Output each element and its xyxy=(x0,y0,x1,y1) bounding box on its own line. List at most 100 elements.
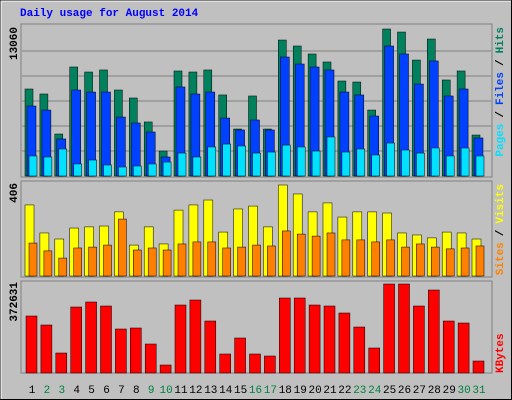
bar xyxy=(162,249,172,277)
bar xyxy=(282,230,291,277)
bar xyxy=(401,246,410,277)
bar xyxy=(55,352,68,374)
x-tick-label: 7 xyxy=(118,385,125,397)
x-tick-label: 22 xyxy=(338,385,351,397)
x-tick-label: 27 xyxy=(413,385,426,397)
legend-entry: KBytes xyxy=(495,333,507,373)
bar xyxy=(386,239,395,277)
bar xyxy=(118,166,127,177)
bar xyxy=(25,315,38,374)
bar xyxy=(383,283,395,374)
bar xyxy=(133,165,142,177)
bar xyxy=(398,283,410,374)
bar xyxy=(428,289,440,374)
bar xyxy=(457,322,470,374)
x-tick-label: 8 xyxy=(133,385,140,397)
bar xyxy=(115,328,127,374)
bar xyxy=(460,147,470,177)
bar xyxy=(445,155,455,177)
x-tick-label: 1 xyxy=(29,385,36,397)
bar xyxy=(219,353,231,374)
bar xyxy=(416,152,425,177)
bar xyxy=(162,161,172,177)
x-tick-label: 28 xyxy=(428,385,441,397)
bar xyxy=(296,146,306,177)
bar xyxy=(177,152,187,177)
bar xyxy=(130,327,142,374)
y-max-label: 13060 xyxy=(9,27,21,60)
x-tick-label: 23 xyxy=(353,385,366,397)
bar xyxy=(368,347,380,374)
legend: Sites / Visits xyxy=(495,184,507,275)
bar xyxy=(73,163,82,177)
bar xyxy=(70,306,82,374)
bar xyxy=(43,250,53,277)
x-tick-label: 16 xyxy=(249,385,262,397)
bar xyxy=(189,299,202,374)
x-tick-label: 30 xyxy=(457,385,470,397)
bar xyxy=(222,247,231,277)
x-tick-label: 17 xyxy=(264,385,277,397)
legend-separator: / xyxy=(495,59,507,66)
x-tick-label: 12 xyxy=(189,385,202,397)
bar xyxy=(356,148,366,177)
bar xyxy=(323,305,336,374)
bar xyxy=(472,360,485,374)
bar xyxy=(85,301,97,374)
x-tick-label: 19 xyxy=(294,385,307,397)
legend-entry: Hits xyxy=(495,27,507,53)
x-tick-label: 31 xyxy=(472,385,486,397)
bar xyxy=(147,247,157,277)
bar xyxy=(267,245,276,277)
legend-entry: Pages xyxy=(495,124,507,157)
bar xyxy=(252,244,261,277)
bar xyxy=(341,151,351,177)
bar xyxy=(174,304,187,374)
y-max-label: 406 xyxy=(9,183,21,203)
bar xyxy=(133,249,142,277)
x-tick-label: 18 xyxy=(279,385,292,397)
legend-entry: Files xyxy=(495,72,507,105)
legend-separator: / xyxy=(495,229,507,236)
bar xyxy=(341,239,351,277)
bar xyxy=(100,305,112,374)
bar xyxy=(293,297,306,374)
bar xyxy=(308,304,321,374)
x-tick-label: 3 xyxy=(58,385,65,397)
bar xyxy=(475,155,485,177)
bar xyxy=(353,326,366,374)
bar xyxy=(88,159,97,177)
bar xyxy=(58,148,68,177)
bar xyxy=(431,147,440,177)
bar xyxy=(147,163,157,177)
legend-entry: Sites xyxy=(495,242,507,275)
bar xyxy=(279,297,291,374)
x-tick-label: 4 xyxy=(73,385,80,397)
bar xyxy=(192,241,202,277)
bar xyxy=(264,355,276,374)
bar xyxy=(103,164,112,177)
bar xyxy=(416,243,425,277)
bar xyxy=(73,247,82,277)
bar xyxy=(371,154,380,177)
legend: Pages / Files / Hits xyxy=(495,27,507,157)
x-tick-label: 29 xyxy=(443,385,456,397)
bar xyxy=(222,143,231,177)
bar xyxy=(431,246,440,277)
bar xyxy=(326,136,336,177)
bar xyxy=(159,364,172,374)
x-tick-label: 24 xyxy=(368,385,382,397)
bar xyxy=(311,235,321,277)
x-tick-label: 20 xyxy=(308,385,321,397)
bar xyxy=(338,312,351,374)
bar xyxy=(296,233,306,277)
bar xyxy=(267,151,276,177)
bar xyxy=(177,243,187,277)
x-tick-label: 26 xyxy=(398,385,411,397)
bar xyxy=(58,257,68,277)
x-tick-label: 5 xyxy=(88,385,95,397)
x-tick-label: 2 xyxy=(44,385,51,397)
bar xyxy=(326,232,336,277)
bar xyxy=(249,353,261,374)
